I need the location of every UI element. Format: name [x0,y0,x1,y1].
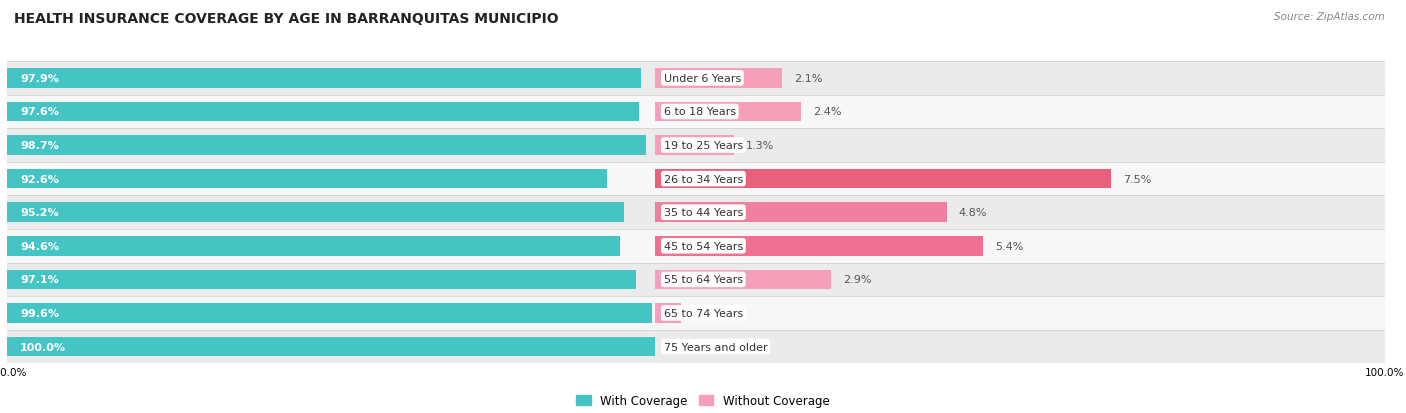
Bar [655,304,682,323]
Bar [7,263,655,297]
Bar [7,270,636,290]
Text: 95.2%: 95.2% [20,208,59,218]
Bar [7,162,655,196]
Text: 4.8%: 4.8% [959,208,987,218]
Text: 97.6%: 97.6% [20,107,59,117]
Bar [655,129,1385,162]
Bar [655,237,983,256]
Text: 2.9%: 2.9% [844,275,872,285]
Text: 100.0%: 100.0% [20,342,66,352]
Text: 97.1%: 97.1% [20,275,59,285]
Bar [655,136,734,155]
Bar [655,203,946,223]
Bar [7,102,640,122]
Bar [7,62,655,95]
Text: 45 to 54 Years: 45 to 54 Years [664,241,742,251]
Text: 2.1%: 2.1% [794,74,823,84]
Bar [7,69,641,88]
Bar [655,297,1385,330]
Text: 92.6%: 92.6% [20,174,59,184]
Bar [7,337,655,356]
Bar [655,169,1111,189]
Text: 19 to 25 Years: 19 to 25 Years [664,141,742,151]
Text: 35 to 44 Years: 35 to 44 Years [664,208,742,218]
Bar [7,95,655,129]
Bar [7,136,647,155]
Text: 94.6%: 94.6% [20,241,59,251]
Text: Source: ZipAtlas.com: Source: ZipAtlas.com [1274,12,1385,22]
Text: 5.4%: 5.4% [995,241,1024,251]
Text: 97.9%: 97.9% [20,74,59,84]
Text: 55 to 64 Years: 55 to 64 Years [664,275,742,285]
Text: Under 6 Years: Under 6 Years [664,74,741,84]
Legend: With Coverage, Without Coverage: With Coverage, Without Coverage [576,394,830,407]
Bar [7,304,652,323]
Text: 0.0%: 0.0% [666,342,695,352]
Text: 98.7%: 98.7% [20,141,59,151]
Text: 65 to 74 Years: 65 to 74 Years [664,308,742,318]
Bar [7,203,623,223]
Bar [655,102,800,122]
Bar [655,162,1385,196]
Bar [655,263,1385,297]
Text: 99.6%: 99.6% [20,308,59,318]
Bar [655,196,1385,230]
Text: 2.4%: 2.4% [813,107,841,117]
Bar [7,237,620,256]
Text: 7.5%: 7.5% [1123,174,1152,184]
Bar [655,69,782,88]
Bar [655,270,831,290]
Bar [7,230,655,263]
Text: HEALTH INSURANCE COVERAGE BY AGE IN BARRANQUITAS MUNICIPIO: HEALTH INSURANCE COVERAGE BY AGE IN BARR… [14,12,558,26]
Text: 0.44%: 0.44% [693,308,730,318]
Bar [7,169,607,189]
Bar [655,230,1385,263]
Bar [655,330,1385,363]
Bar [655,95,1385,129]
Bar [7,330,655,363]
Text: 26 to 34 Years: 26 to 34 Years [664,174,742,184]
Bar [655,62,1385,95]
Text: 6 to 18 Years: 6 to 18 Years [664,107,735,117]
Bar [7,297,655,330]
Bar [7,196,655,230]
Text: 1.3%: 1.3% [747,141,775,151]
Text: 75 Years and older: 75 Years and older [664,342,768,352]
Bar [7,129,655,162]
